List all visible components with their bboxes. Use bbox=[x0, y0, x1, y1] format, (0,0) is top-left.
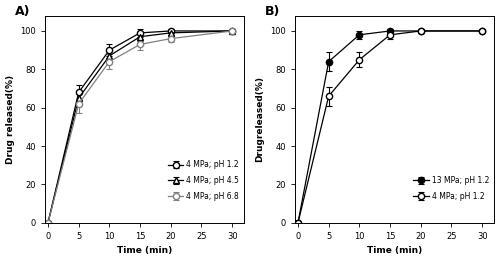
Y-axis label: Drug released(%): Drug released(%) bbox=[6, 75, 15, 164]
Text: B): B) bbox=[265, 5, 280, 18]
Legend: 4 MPa; pH 1.2, 4 MPa; pH 4.5, 4 MPa; pH 6.8: 4 MPa; pH 1.2, 4 MPa; pH 4.5, 4 MPa; pH … bbox=[166, 159, 240, 203]
Y-axis label: Drugreleased(%): Drugreleased(%) bbox=[256, 76, 264, 162]
X-axis label: Time (min): Time (min) bbox=[367, 246, 422, 256]
X-axis label: Time (min): Time (min) bbox=[117, 246, 172, 256]
Text: A): A) bbox=[15, 5, 30, 18]
Legend: 13 MPa; pH 1.2, 4 MPa; pH 1.2: 13 MPa; pH 1.2, 4 MPa; pH 1.2 bbox=[412, 175, 490, 203]
